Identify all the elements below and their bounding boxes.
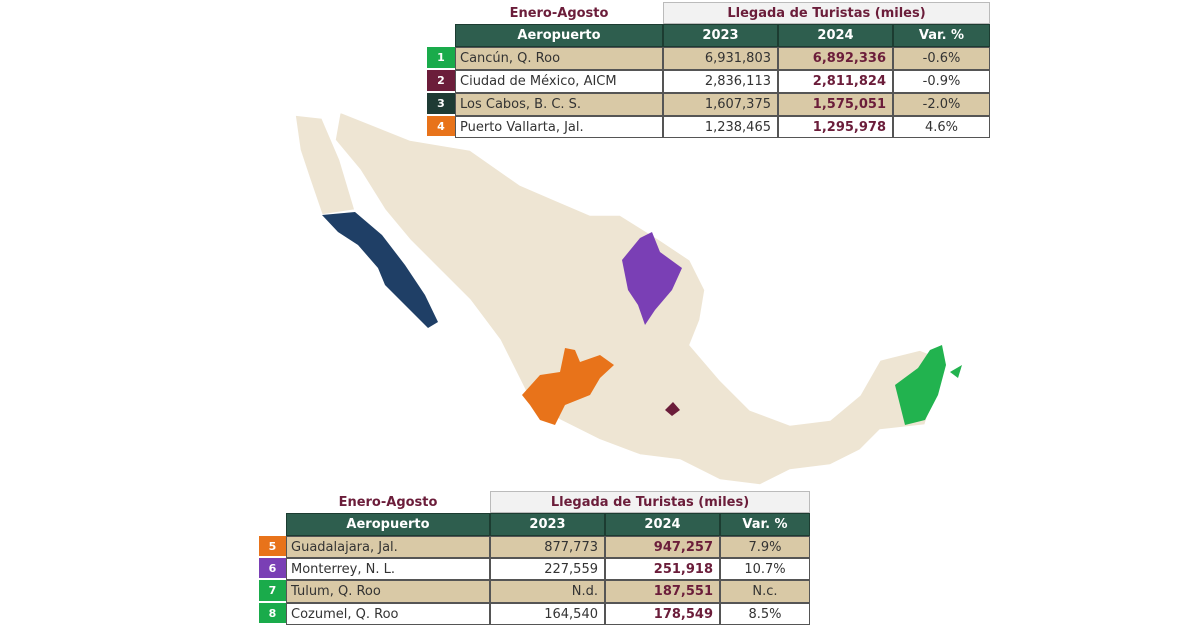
value-2023: 164,540 — [490, 603, 605, 625]
rank-badge: 4 — [427, 116, 455, 138]
rank-badge: 2 — [427, 70, 455, 93]
column-header: 2024 — [778, 24, 893, 47]
value-2023: 227,559 — [490, 558, 605, 580]
airport: Los Cabos, B. C. S. — [455, 93, 663, 116]
rank-badge: 5 — [259, 536, 286, 558]
rank-badge: 6 — [259, 558, 286, 580]
airport: Guadalajara, Jal. — [286, 536, 490, 558]
column-header: 2023 — [490, 513, 605, 536]
variation: -0.6% — [893, 47, 990, 70]
value-2023: 1,607,375 — [663, 93, 778, 116]
period: Enero-Agosto — [509, 5, 609, 21]
group-header: Llegada de Turistas (miles) — [663, 2, 990, 24]
group-header: Llegada de Turistas (miles) — [490, 491, 810, 513]
value-2023: 6,931,803 — [663, 47, 778, 70]
value-2024: 251,918 — [605, 558, 720, 580]
value-2024: 1,575,051 — [778, 93, 893, 116]
quintana-roo — [895, 345, 946, 425]
value-2024: 187,551 — [605, 580, 720, 603]
cdmx — [665, 402, 680, 416]
column-header: 2023 — [663, 24, 778, 47]
nuevo-leon — [622, 232, 682, 325]
value-2023: 2,836,113 — [663, 70, 778, 93]
value-2024: 178,549 — [605, 603, 720, 625]
value-2024: 2,811,824 — [778, 70, 893, 93]
value-2023: 1,238,465 — [663, 116, 778, 138]
airport: Tulum, Q. Roo — [286, 580, 490, 603]
airport: Puerto Vallarta, Jal. — [455, 116, 663, 138]
airport: Cozumel, Q. Roo — [286, 603, 490, 625]
value-2024: 6,892,336 — [778, 47, 893, 70]
cozumel — [950, 365, 962, 378]
rank-badge: 3 — [427, 93, 455, 116]
period: Enero-Agosto — [338, 494, 438, 510]
column-header: Aeropuerto — [455, 24, 663, 47]
airport: Monterrey, N. L. — [286, 558, 490, 580]
column-header: Var. % — [720, 513, 810, 536]
variation: -0.9% — [893, 70, 990, 93]
value-2023: N.d. — [490, 580, 605, 603]
rank-badge: 7 — [259, 580, 286, 603]
variation: 7.9% — [720, 536, 810, 558]
variation: N.c. — [720, 580, 810, 603]
column-header: Var. % — [893, 24, 990, 47]
variation: -2.0% — [893, 93, 990, 116]
baja-california-sur — [322, 212, 438, 328]
variation: 4.6% — [893, 116, 990, 138]
column-header: 2024 — [605, 513, 720, 536]
rank-badge: 1 — [427, 47, 455, 70]
airport: Ciudad de México, AICM — [455, 70, 663, 93]
value-2024: 947,257 — [605, 536, 720, 558]
rank-badge: 8 — [259, 603, 286, 625]
jalisco — [522, 348, 614, 425]
variation: 8.5% — [720, 603, 810, 625]
value-2023: 877,773 — [490, 536, 605, 558]
airport: Cancún, Q. Roo — [455, 47, 663, 70]
column-header: Aeropuerto — [286, 513, 490, 536]
variation: 10.7% — [720, 558, 810, 580]
value-2024: 1,295,978 — [778, 116, 893, 138]
baja-california — [294, 114, 356, 216]
